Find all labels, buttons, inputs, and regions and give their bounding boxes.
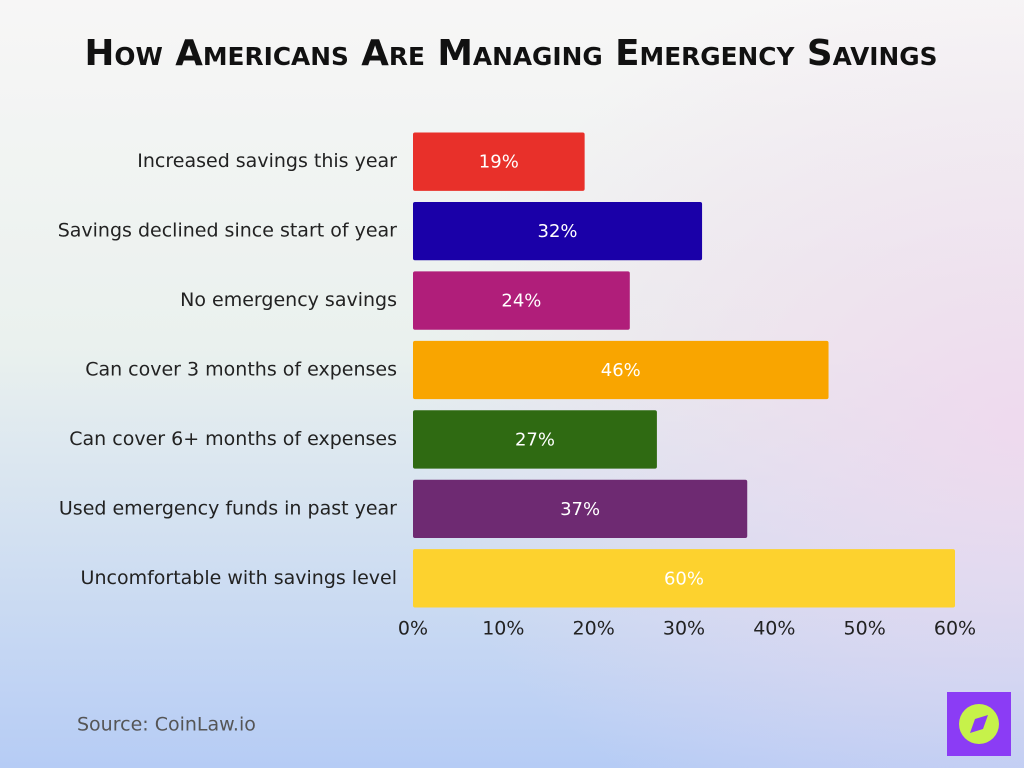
y-tick-label: Used emergency funds in past year: [59, 497, 397, 519]
y-tick-label: Can cover 3 months of expenses: [85, 359, 397, 381]
value-label: 37%: [560, 499, 600, 520]
bar: [413, 340, 829, 400]
value-label: 32%: [538, 221, 578, 242]
value-label: 60%: [664, 568, 704, 589]
bar: [413, 201, 703, 261]
y-tick-label: Savings declined since start of year: [58, 220, 397, 242]
value-label: 24%: [501, 291, 541, 312]
y-tick-label: Can cover 6+ months of expenses: [69, 428, 397, 450]
x-tick-label: 0%: [398, 618, 428, 640]
y-tick-label: No emergency savings: [180, 289, 397, 311]
value-label: 19%: [479, 152, 519, 173]
x-tick-label: 50%: [844, 618, 886, 640]
x-tick-label: 10%: [482, 618, 524, 640]
chart-title: How Americans Are Managing Emergency Sav…: [85, 33, 938, 74]
bar: [413, 132, 585, 191]
y-tick-label: Uncomfortable with savings level: [81, 567, 397, 589]
bar: [413, 479, 748, 539]
x-tick-label: 30%: [663, 618, 705, 640]
y-tick-label: Increased savings this year: [137, 150, 397, 172]
x-tick-label: 60%: [934, 618, 976, 640]
x-tick-label: 40%: [753, 618, 795, 640]
value-label: 27%: [515, 429, 555, 450]
bar: [413, 549, 955, 608]
bar: [413, 271, 630, 330]
source: Source: CoinLaw.io: [77, 714, 256, 736]
logo-needle: [970, 715, 988, 733]
bar: [413, 410, 657, 469]
x-tick-label: 20%: [573, 618, 615, 640]
value-label: 46%: [601, 360, 641, 381]
logo: [947, 692, 1011, 756]
